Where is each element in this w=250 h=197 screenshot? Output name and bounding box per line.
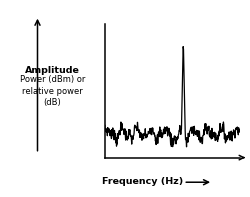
Text: Power (dBm) or
relative power
(dB): Power (dBm) or relative power (dB) bbox=[20, 75, 85, 107]
Text: Frequency (Hz): Frequency (Hz) bbox=[102, 177, 184, 186]
Text: Amplitude: Amplitude bbox=[25, 66, 80, 75]
